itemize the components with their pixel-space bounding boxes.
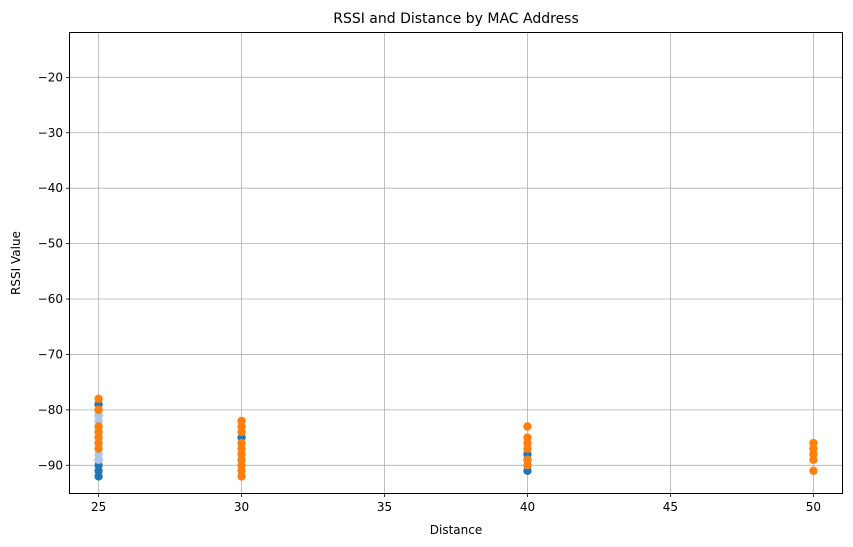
y-tick-label: −60 bbox=[38, 292, 63, 306]
x-tick-label: 50 bbox=[806, 500, 821, 514]
grid bbox=[70, 33, 842, 493]
x-tick-label: 30 bbox=[234, 500, 249, 514]
y-tick-label: −80 bbox=[38, 403, 63, 417]
y-tick-label: −70 bbox=[38, 347, 63, 361]
data-point-series-3 bbox=[237, 427, 246, 437]
data-point-series-3 bbox=[94, 394, 103, 403]
data-point-series-3 bbox=[809, 466, 818, 476]
y-axis-label: RSSI Value bbox=[9, 231, 23, 295]
data-point-series-3 bbox=[523, 444, 532, 453]
data-point-series-3 bbox=[523, 461, 532, 470]
data-point-series-3 bbox=[523, 422, 532, 431]
plot-frame bbox=[69, 32, 843, 494]
x-tick-label: 40 bbox=[520, 500, 535, 514]
x-tick-label: 35 bbox=[377, 500, 392, 514]
y-tick-label: −30 bbox=[38, 126, 63, 140]
data-point-series-3 bbox=[809, 455, 818, 464]
chart-title: RSSI and Distance by MAC Address bbox=[333, 11, 579, 27]
x-tick-label: 25 bbox=[91, 500, 106, 514]
data-points bbox=[94, 394, 818, 481]
y-tick-label: −40 bbox=[38, 181, 63, 195]
x-tick-label: 45 bbox=[663, 500, 678, 514]
data-point-series-3 bbox=[237, 472, 246, 481]
x-axis-label: Distance bbox=[430, 523, 482, 537]
y-tick-label: −20 bbox=[38, 70, 63, 84]
data-point-series-3 bbox=[94, 405, 103, 415]
data-point-series-3 bbox=[94, 444, 103, 453]
y-tick-label: −50 bbox=[38, 237, 63, 251]
axis-ticks: 25 30 35 40 45 50 −20 −30 −40 −50 −60 −70 −80 −90 bbox=[38, 70, 821, 514]
y-tick-label: −90 bbox=[38, 458, 63, 472]
